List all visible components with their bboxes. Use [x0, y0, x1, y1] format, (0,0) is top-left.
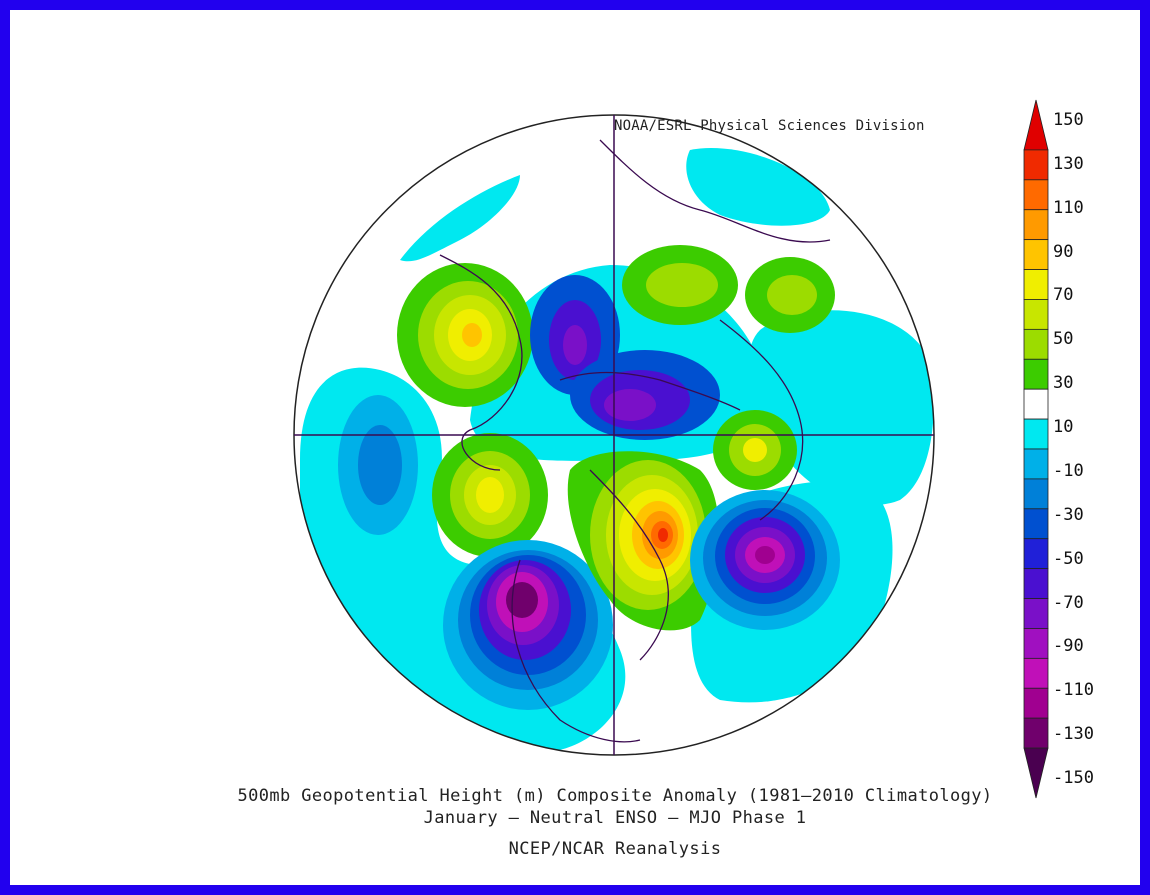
colorbar-swatch [1023, 628, 1049, 659]
colorbar-tick-label: 10 [1053, 417, 1074, 438]
colorbar-tick-label: -90 [1053, 636, 1084, 657]
colorbar-tick-label: -30 [1053, 504, 1084, 525]
colorbar-swatch [1023, 687, 1049, 719]
colorbar-swatch [1023, 568, 1049, 599]
colorbar-swatch [1023, 598, 1049, 629]
colorbar-swatch [1023, 478, 1049, 510]
colorbar-swatch [1023, 538, 1049, 570]
caption-subtitle: January — Neutral ENSO — MJO Phase 1 [423, 808, 807, 828]
colorbar-tick-label: -70 [1053, 592, 1084, 613]
colorbar-tick-label: -110 [1053, 680, 1094, 701]
colorbar-tick-label: 90 [1053, 241, 1074, 262]
colorbar-tick-label: -10 [1053, 460, 1084, 481]
colorbar-swatch [1023, 239, 1049, 270]
colorbar-swatch [1023, 99, 1049, 151]
colorbar-tick-label: 50 [1053, 329, 1074, 350]
colorbar-tick-label: 150 [1053, 110, 1084, 130]
colorbar-tick-label: -50 [1053, 548, 1084, 569]
colorbar-swatch [1023, 328, 1049, 360]
colorbar-tick-label: -130 [1053, 724, 1094, 745]
colorbar-tick-label: 30 [1053, 373, 1074, 394]
colorbar-tick-label: 130 [1053, 153, 1084, 174]
colorbar-swatch [1023, 269, 1049, 300]
colorbar-swatch [1023, 209, 1049, 241]
colorbar-swatch [1023, 508, 1049, 540]
colorbar-swatch [1023, 717, 1049, 749]
colorbar-tick-label: 70 [1053, 285, 1074, 306]
shade-top-cyan [686, 148, 830, 226]
credit-label: NOAA/ESRL Physical Sciences Division [614, 118, 925, 134]
colorbar-swatch [1023, 448, 1049, 480]
colorbar-swatch [1023, 418, 1049, 450]
shade-top-left-cyan [400, 175, 520, 262]
colorbar-swatch [1023, 299, 1049, 330]
caption-source: NCEP/NCAR Reanalysis [508, 839, 722, 859]
colorbar-swatch [1023, 358, 1049, 390]
colorbar-swatch [1023, 657, 1049, 689]
colorbar-tick-label: -150 [1053, 768, 1094, 788]
colorbar-swatch [1023, 179, 1049, 211]
caption-title: 500mb Geopotential Height (m) Composite … [237, 786, 993, 806]
colorbar-swatch [1023, 149, 1049, 181]
colorbar-swatch [1023, 388, 1049, 420]
colorbar-swatch [1023, 747, 1049, 799]
colorbar-tick-label: 110 [1053, 197, 1084, 218]
